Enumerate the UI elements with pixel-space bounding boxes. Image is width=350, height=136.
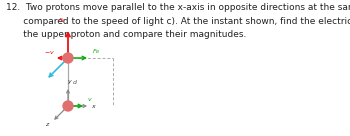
Text: the upper proton and compare their magnitudes.: the upper proton and compare their magni… <box>6 30 246 39</box>
Text: $v$: $v$ <box>87 96 93 103</box>
Text: compared to the speed of light c). At the instant shown, find the electric and m: compared to the speed of light c). At th… <box>6 16 350 26</box>
Text: $-v$: $-v$ <box>44 49 56 56</box>
Circle shape <box>63 101 73 111</box>
Text: $d$: $d$ <box>72 78 78 86</box>
Text: $y$: $y$ <box>67 78 73 86</box>
Text: $F_B$: $F_B$ <box>92 47 100 56</box>
Text: $F_E$: $F_E$ <box>58 16 66 25</box>
Text: $z$: $z$ <box>45 121 51 129</box>
Text: $x$: $x$ <box>91 103 97 109</box>
Circle shape <box>63 53 73 63</box>
Text: 12.  Two protons move parallel to the x-axis in opposite directions at the same : 12. Two protons move parallel to the x-a… <box>6 3 350 12</box>
